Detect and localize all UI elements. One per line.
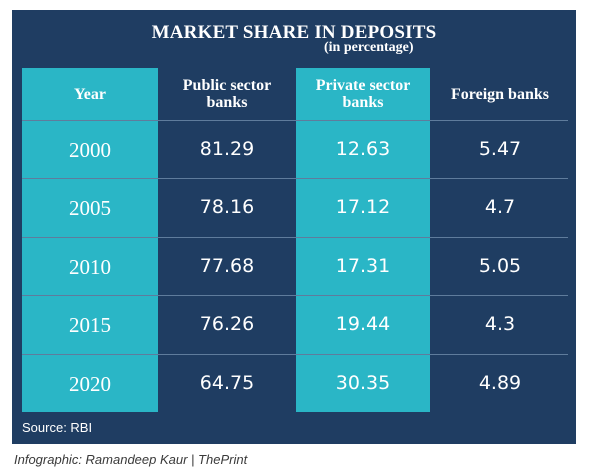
source-note: Source: RBI [22,420,93,435]
value-cell-foreign-banks: 4.7 [484,196,516,219]
value-cell-private-sector-banks: 17.31 [335,254,391,277]
value-cell-private-sector-banks: 19.44 [335,313,391,336]
column-header-line: banks [206,94,248,111]
row-separator [22,120,568,121]
value-cell-private-sector-banks: 17.12 [335,196,391,219]
row-separator [22,236,568,238]
value-cell-public-sector-banks: 64.75 [199,371,255,394]
column-header-foreign-banks: Foreign banks [432,86,568,103]
highlight-column-year [22,68,158,412]
value-cell-foreign-banks: 4.89 [478,371,522,394]
year-cell: 2020 [69,371,111,396]
value-cell-private-sector-banks: 12.63 [335,138,391,160]
value-cell-public-sector-banks: 76.26 [199,313,255,336]
year-cell: 2005 [69,196,111,221]
value-cell-private-sector-banks: 30.35 [335,371,391,394]
row-separator [22,178,568,180]
year-cell: 2010 [69,254,111,279]
chart-subtitle: (in percentage) [324,40,414,55]
value-cell-public-sector-banks: 77.68 [199,254,255,277]
value-cell-public-sector-banks: 78.16 [199,196,255,219]
year-cell: 2000 [69,138,111,162]
column-header-line: Private sector [315,77,411,94]
column-header-line: Foreign banks [451,86,549,103]
column-header-line: Year [74,86,106,103]
highlight-column-private-sector-banks [296,68,430,412]
value-cell-foreign-banks: 4.3 [484,313,516,336]
column-header-year: Year [22,86,158,103]
row-separator [22,295,568,297]
column-header-line: banks [342,94,384,111]
infographic-credit: Infographic: Ramandeep Kaur | ThePrint [14,452,248,467]
value-cell-public-sector-banks: 81.29 [199,138,255,160]
year-cell: 2015 [69,313,111,338]
value-cell-foreign-banks: 5.05 [478,254,522,277]
chart-title: MARKET SHARE IN DEPOSITS [151,22,437,43]
column-header-public-sector-banks: Public sector banks [160,77,294,111]
column-header-line: Public sector [182,77,272,94]
column-header-private-sector-banks: Private sector banks [296,77,430,111]
row-separator [22,353,568,355]
value-cell-foreign-banks: 5.47 [478,138,522,160]
